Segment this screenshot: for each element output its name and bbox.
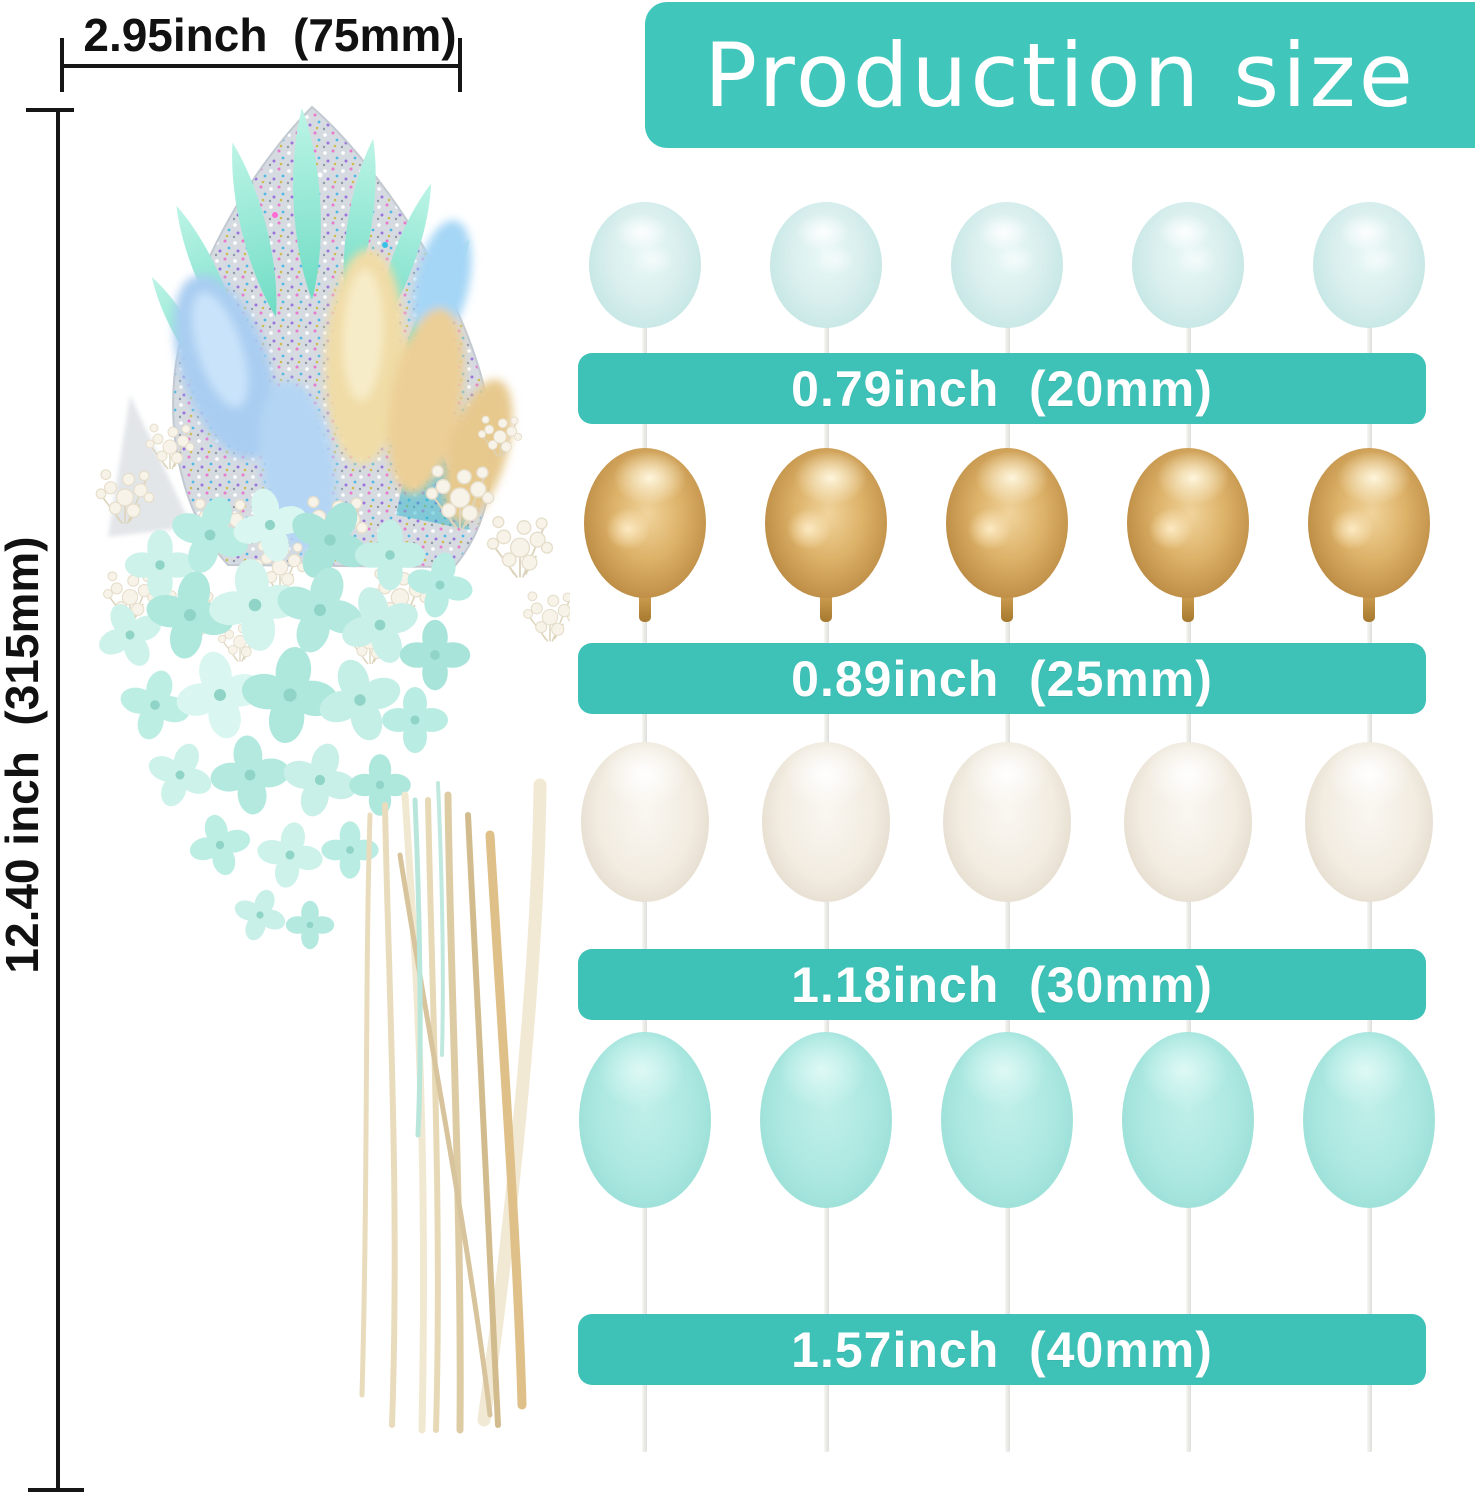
topper-ball-lightblue-4 bbox=[1132, 202, 1244, 328]
gold-ball-stem bbox=[820, 594, 832, 622]
width-dimension-tick-right bbox=[458, 38, 462, 92]
topper-ball-aqua-2 bbox=[760, 1032, 892, 1208]
topper-ball-white-4 bbox=[1124, 742, 1252, 902]
topper-ball-gold-4 bbox=[1127, 448, 1249, 598]
topper-ball-white-2 bbox=[762, 742, 890, 902]
topper-ball-white-3 bbox=[943, 742, 1071, 902]
width-dimension-tick-left bbox=[60, 38, 64, 92]
size-label: 1.57inch (40mm) bbox=[791, 1321, 1213, 1378]
topper-ball-white-5 bbox=[1305, 742, 1433, 902]
topper-ball-gold-2 bbox=[765, 448, 887, 598]
topper-ball-lightblue-3 bbox=[951, 202, 1063, 328]
size-label: 0.79inch (20mm) bbox=[791, 360, 1213, 417]
topper-ball-aqua-1 bbox=[579, 1032, 711, 1208]
topper-ball-lightblue-1 bbox=[589, 202, 701, 328]
topper-ball-lightblue-5 bbox=[1313, 202, 1425, 328]
size-banner-40mm: 1.57inch (40mm) bbox=[578, 1314, 1426, 1385]
topper-ball-gold-1 bbox=[584, 448, 706, 598]
height-dimension-tick-top bbox=[26, 108, 74, 112]
topper-ball-gold-5 bbox=[1308, 448, 1430, 598]
size-label: 0.89inch (25mm) bbox=[791, 650, 1213, 707]
topper-ball-lightblue-2 bbox=[770, 202, 882, 328]
width-dimension-line bbox=[62, 64, 462, 68]
size-banner-25mm: 0.89inch (25mm) bbox=[578, 643, 1426, 714]
topper-ball-aqua-5 bbox=[1303, 1032, 1435, 1208]
bouquet-illustration bbox=[86, 105, 570, 1434]
topper-ball-white-1 bbox=[581, 742, 709, 902]
width-dimension-label: 2.95inch (75mm) bbox=[83, 9, 457, 61]
header-title: Production size bbox=[704, 23, 1416, 127]
height-dimension-label: 12.40 inch (315mm) bbox=[0, 536, 48, 974]
gold-ball-stem bbox=[1363, 594, 1375, 622]
size-banner-20mm: 0.79inch (20mm) bbox=[578, 353, 1426, 424]
gold-ball-stem bbox=[1182, 594, 1194, 622]
gold-ball-stem bbox=[1001, 594, 1013, 622]
stems bbox=[359, 778, 547, 1434]
size-banner-30mm: 1.18inch (30mm) bbox=[578, 949, 1426, 1020]
size-label: 1.18inch (30mm) bbox=[791, 956, 1213, 1013]
height-dimension-tick-bottom bbox=[28, 1488, 84, 1492]
topper-ball-aqua-3 bbox=[941, 1032, 1073, 1208]
height-dimension-line bbox=[56, 110, 60, 1492]
gold-ball-stem bbox=[639, 594, 651, 622]
topper-ball-gold-3 bbox=[946, 448, 1068, 598]
production-size-header: Production size bbox=[645, 2, 1475, 148]
topper-ball-aqua-4 bbox=[1122, 1032, 1254, 1208]
